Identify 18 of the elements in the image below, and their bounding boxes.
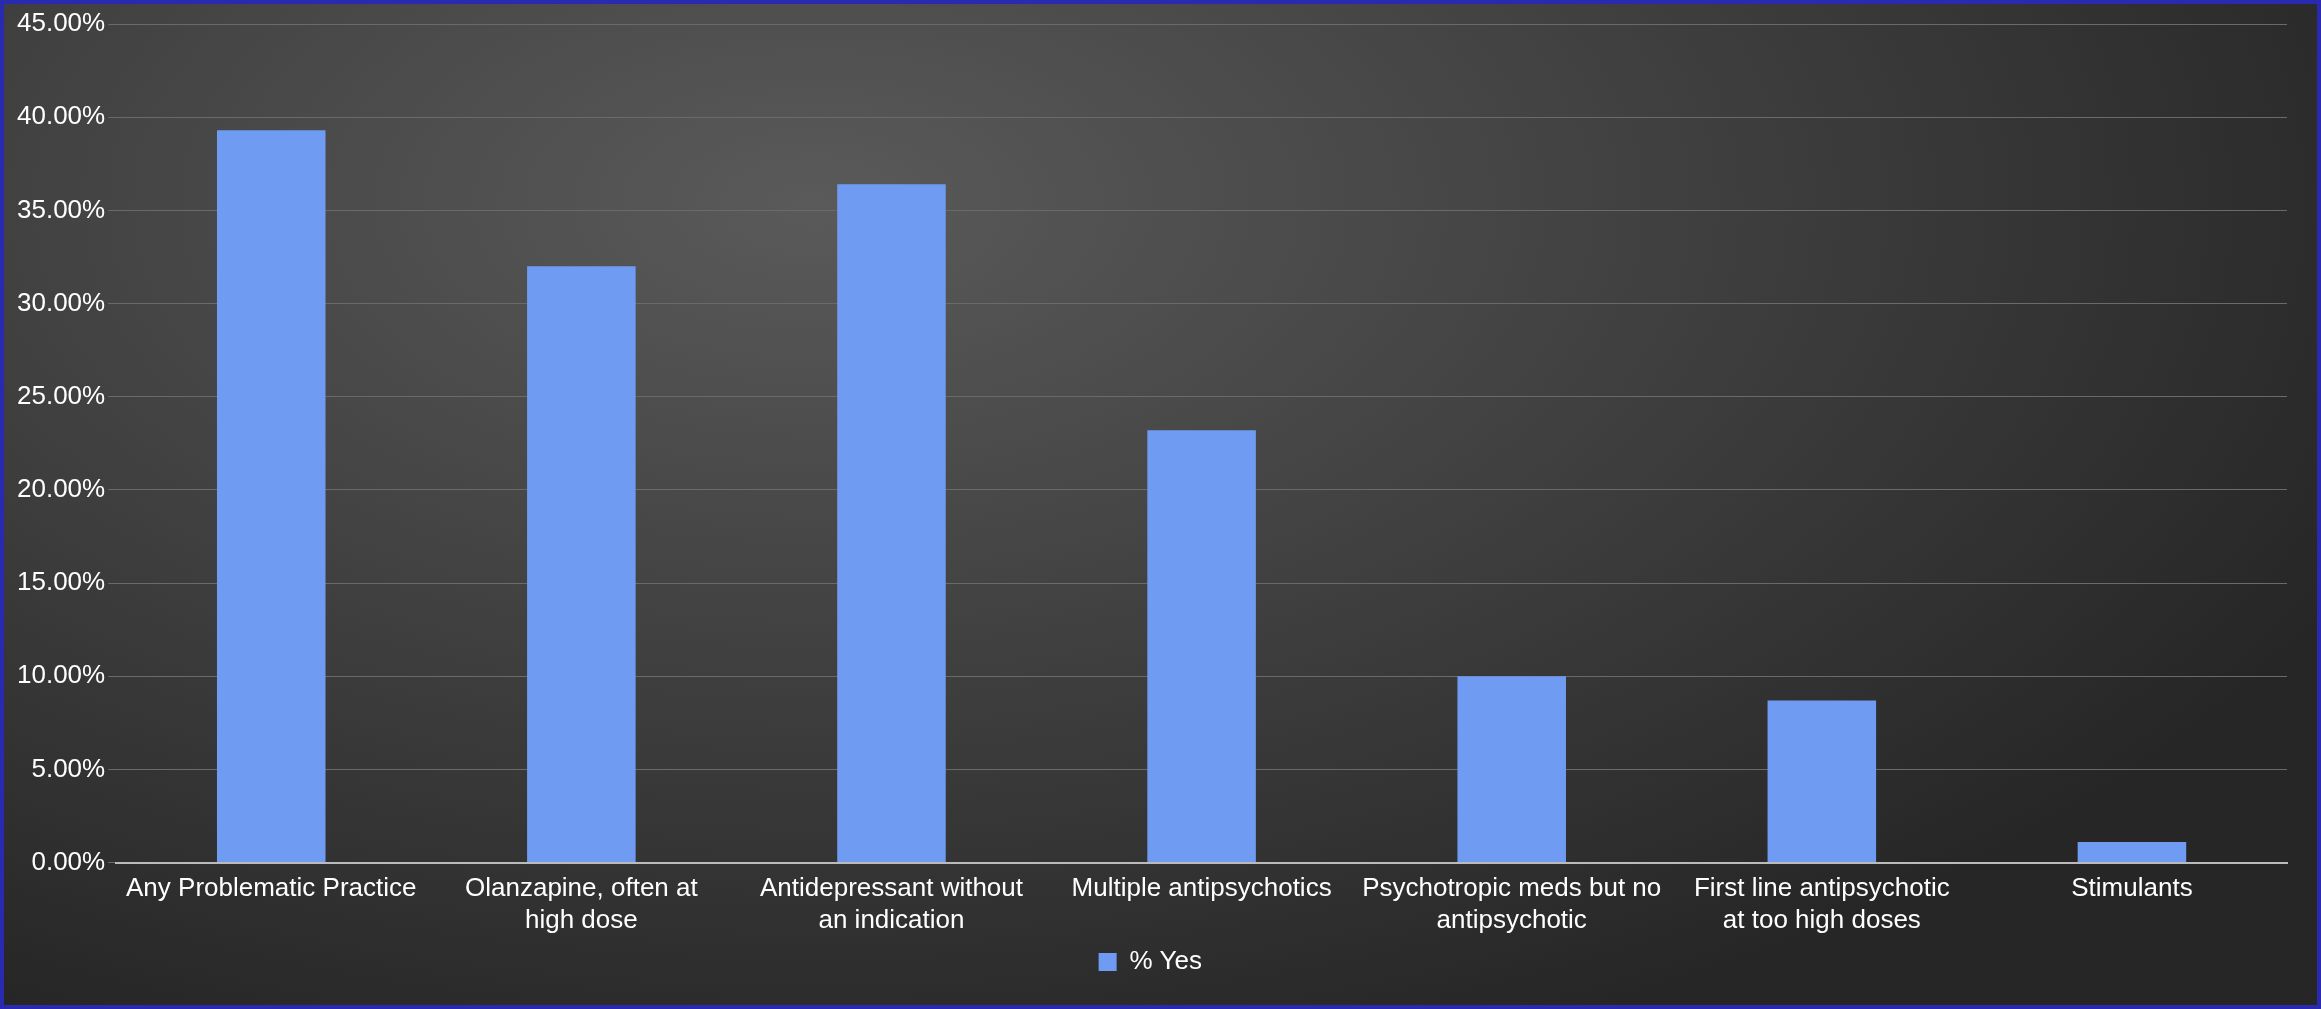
x-tick-label: Multiple antipsychotics <box>1071 872 1332 903</box>
x-tick-label: Olanzapine, often at high dose <box>465 872 699 934</box>
x-tick-label: Psychotropic meds but no antipsychotic <box>1362 872 1662 934</box>
y-tick-label: 45.00% <box>16 7 106 38</box>
x-tick-label: First line antipsychotic at too high doses <box>1693 872 1950 934</box>
y-tick-label: 25.00% <box>16 379 106 410</box>
y-tick-label: 15.00% <box>16 566 106 597</box>
y-tick-label: 35.00% <box>16 193 106 224</box>
y-tick-label: 0.00% <box>31 845 106 876</box>
y-tick-label: 5.00% <box>31 752 106 783</box>
x-tick-label: Antidepressant without an indication <box>759 872 1024 934</box>
x-tick-label: Stimulants <box>2071 872 2193 903</box>
y-tick-label: 20.00% <box>16 473 106 504</box>
y-tick-label: 30.00% <box>16 286 106 317</box>
y-tick-label: 10.00% <box>16 659 106 690</box>
y-tick-label: 40.00% <box>16 100 106 131</box>
x-tick-label: Any Problematic Practice <box>126 872 417 903</box>
legend-label: % Yes <box>1129 945 1202 976</box>
